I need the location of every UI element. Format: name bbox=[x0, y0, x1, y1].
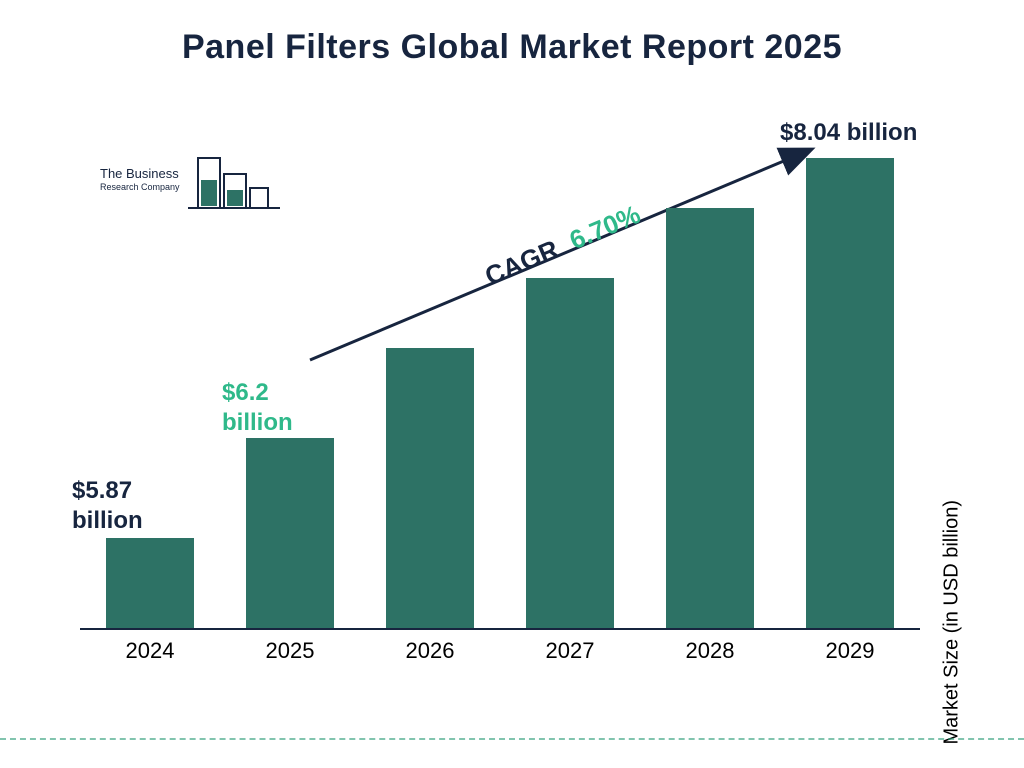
footer-dashed-line bbox=[0, 738, 1024, 740]
y-axis-label: Market Size (in USD billion) bbox=[941, 500, 964, 745]
page-title: Panel Filters Global Market Report 2025 bbox=[0, 0, 1024, 67]
bar bbox=[806, 158, 894, 628]
bar bbox=[246, 438, 334, 628]
bar bbox=[386, 348, 474, 628]
bars-container: 202420252026202720282029 bbox=[80, 140, 920, 630]
value-label: $6.2billion bbox=[222, 378, 342, 438]
bar-column: 2027 bbox=[500, 140, 640, 628]
bar-chart: CAGR 6.70% 202420252026202720282029 Mark… bbox=[80, 110, 920, 670]
bar bbox=[526, 278, 614, 628]
bar-column: 2029 bbox=[780, 140, 920, 628]
x-axis-label: 2027 bbox=[500, 638, 640, 664]
x-axis-label: 2026 bbox=[360, 638, 500, 664]
bar-column: 2026 bbox=[360, 140, 500, 628]
bar bbox=[106, 538, 194, 628]
value-label: $8.04 billion bbox=[780, 118, 980, 148]
bar-column: 2028 bbox=[640, 140, 780, 628]
x-axis-label: 2029 bbox=[780, 638, 920, 664]
value-label: $5.87billion bbox=[72, 476, 192, 536]
bar bbox=[666, 208, 754, 628]
x-axis-label: 2025 bbox=[220, 638, 360, 664]
x-axis-label: 2024 bbox=[80, 638, 220, 664]
bar-column: 2024 bbox=[80, 140, 220, 628]
x-axis-label: 2028 bbox=[640, 638, 780, 664]
